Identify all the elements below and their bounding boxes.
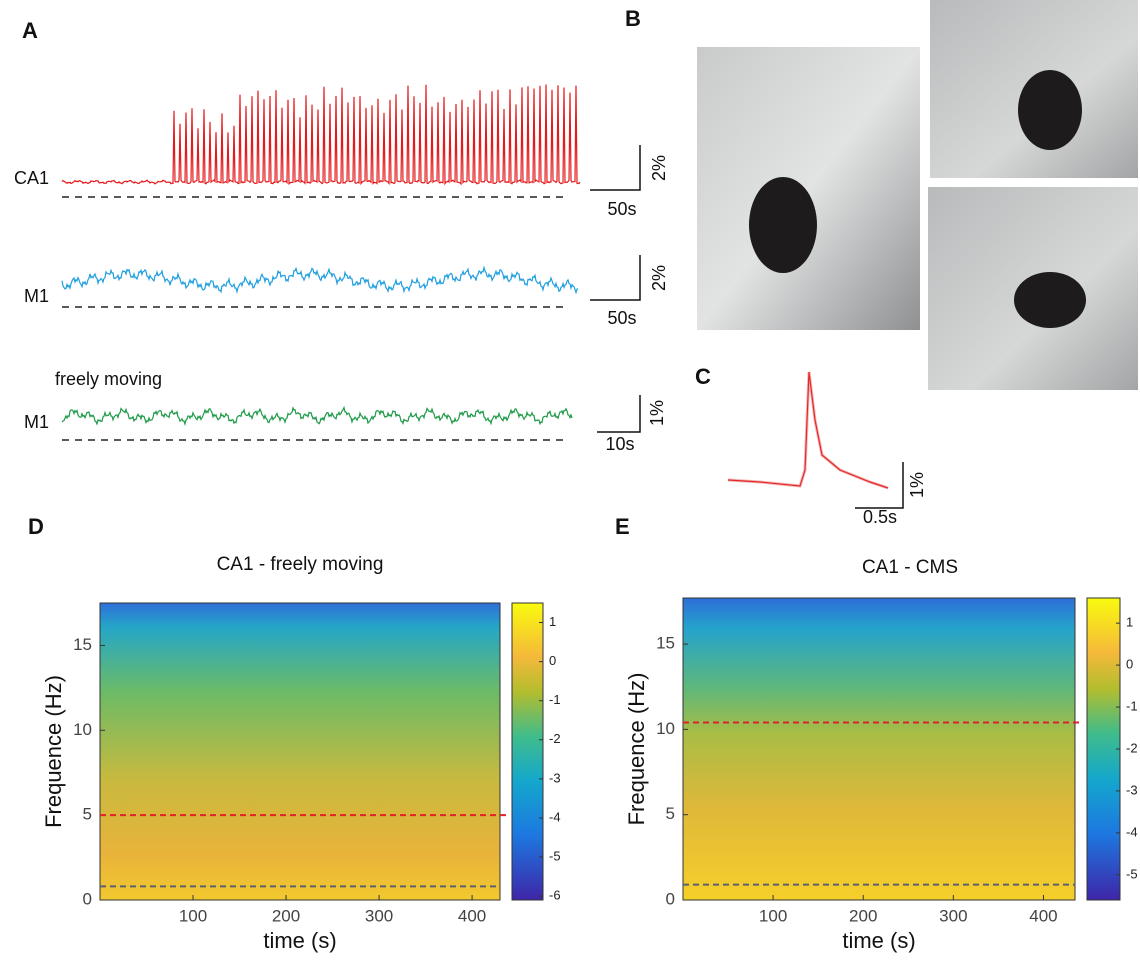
y-tick-label: 15 bbox=[73, 635, 92, 654]
mouse bbox=[749, 177, 817, 273]
colorbar-tick-label: 0 bbox=[1126, 657, 1133, 672]
spectrogram bbox=[683, 598, 1075, 900]
y-tick-label: 0 bbox=[83, 889, 92, 908]
trace-label: M1 bbox=[24, 412, 49, 432]
scale-bar bbox=[590, 255, 641, 301]
colorbar-tick-label: -3 bbox=[1126, 782, 1138, 797]
colorbar-tick-label: 1 bbox=[1126, 615, 1133, 630]
colorbar-tick-label: -2 bbox=[549, 731, 561, 746]
scale-bar bbox=[855, 462, 904, 509]
panel-label: B bbox=[625, 6, 641, 31]
trace-label: M1 bbox=[24, 286, 49, 306]
plot-frame bbox=[682, 597, 1076, 901]
photo bbox=[697, 47, 920, 330]
y-axis-title: Frequence (Hz) bbox=[624, 673, 649, 826]
plot-frame bbox=[99, 602, 501, 901]
x-tick-label: 400 bbox=[458, 906, 486, 925]
x-tick-label: 200 bbox=[272, 906, 300, 925]
mouse bbox=[1014, 272, 1086, 328]
panel-label: E bbox=[615, 514, 630, 539]
scale-label: 50s bbox=[607, 308, 636, 328]
scale-label: 2% bbox=[649, 265, 669, 291]
colorbar-tick-label: -3 bbox=[549, 770, 561, 785]
panel-label: C bbox=[695, 364, 711, 389]
x-tick-label: 100 bbox=[179, 906, 207, 925]
colorbar-tick-label: -1 bbox=[1126, 698, 1138, 713]
trace-label: CA1 bbox=[14, 168, 49, 188]
x-tick-label: 300 bbox=[365, 906, 393, 925]
scale-bar bbox=[590, 145, 641, 191]
trace-illustration bbox=[61, 84, 581, 186]
colorbar-tick-label: -4 bbox=[549, 809, 561, 824]
panel-label: D bbox=[28, 514, 44, 539]
colorbar-tick-label: -5 bbox=[1126, 866, 1138, 881]
x-tick-label: 300 bbox=[939, 906, 967, 925]
y-tick-label: 10 bbox=[73, 720, 92, 739]
trace-illustration bbox=[61, 405, 573, 427]
spectrogram bbox=[100, 603, 500, 900]
trace-note: freely moving bbox=[55, 369, 162, 389]
scale-label: 50s bbox=[607, 199, 636, 219]
x-tick-label: 400 bbox=[1029, 906, 1057, 925]
scale-bar bbox=[597, 395, 641, 433]
trace-illustration bbox=[61, 265, 579, 295]
scale-label: 2% bbox=[649, 155, 669, 181]
chart-title: CA1 - CMS bbox=[862, 557, 958, 578]
y-tick-label: 5 bbox=[666, 804, 675, 823]
y-axis-title: Frequence (Hz) bbox=[41, 675, 66, 828]
scale-label: 0.5s bbox=[863, 507, 897, 527]
y-tick-label: 15 bbox=[656, 634, 675, 653]
colorbar-tick-label: -6 bbox=[549, 888, 561, 903]
chart-title: CA1 - freely moving bbox=[217, 554, 384, 575]
panel-label: A bbox=[22, 18, 38, 43]
x-axis-title: time (s) bbox=[263, 928, 336, 953]
colorbar bbox=[511, 602, 544, 901]
scale-label: 1% bbox=[647, 400, 667, 426]
y-tick-label: 10 bbox=[656, 719, 675, 738]
y-tick-label: 5 bbox=[83, 805, 92, 824]
mean-trace bbox=[727, 371, 889, 489]
y-tick-label: 0 bbox=[666, 889, 675, 908]
x-axis-title: time (s) bbox=[842, 928, 915, 953]
colorbar-tick-label: -1 bbox=[549, 692, 561, 707]
x-tick-label: 100 bbox=[759, 906, 787, 925]
colorbar-tick-label: 0 bbox=[549, 653, 556, 668]
scale-label: 10s bbox=[605, 434, 634, 454]
mouse bbox=[1018, 70, 1082, 150]
colorbar-tick-label: -4 bbox=[1126, 824, 1138, 839]
colorbar-tick-label: 1 bbox=[549, 614, 556, 629]
x-tick-label: 200 bbox=[849, 906, 877, 925]
colorbar bbox=[1086, 597, 1121, 901]
colorbar-tick-label: -5 bbox=[549, 848, 561, 863]
colorbar-tick-label: -2 bbox=[1126, 740, 1138, 755]
scale-label: 1% bbox=[907, 472, 927, 498]
